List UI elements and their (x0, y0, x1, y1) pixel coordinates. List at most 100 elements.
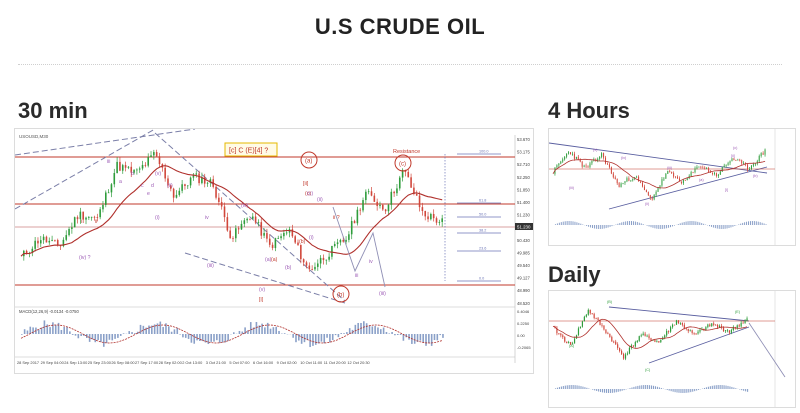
daily-macd-bar (711, 385, 713, 389)
daily-candle (664, 335, 666, 338)
h4-candle (719, 171, 721, 175)
fib-level-label: 38.2 (479, 229, 486, 233)
macd-histogram-bar (337, 334, 340, 338)
macd-histogram-bar (153, 324, 156, 334)
daily-macd-bar (721, 385, 723, 389)
h4-macd-bar (656, 225, 658, 229)
macd-histogram-bar (428, 334, 430, 344)
daily-candle (640, 335, 642, 337)
m30-candle (105, 192, 107, 205)
daily-candle (715, 324, 717, 326)
daily-candle (726, 330, 729, 332)
macd-histogram-bar (77, 334, 80, 339)
x-tick-label: 5 Oct 07:00 (229, 360, 250, 365)
h4-macd-bar (564, 221, 566, 225)
m30-candle (413, 187, 415, 195)
h4-macd-bar (687, 221, 689, 225)
m30-candle (373, 195, 376, 202)
h4-macd-bar (646, 225, 648, 226)
y-tick-label: 51.400 (517, 200, 530, 205)
y-tick-label: 49.985 (517, 250, 530, 255)
h4-macd-bar (730, 225, 732, 228)
h4-wave-label: (c) (733, 146, 738, 150)
h4-macd-bar (759, 222, 761, 225)
h4-macd-bar (685, 221, 687, 225)
macd-histogram-bar (343, 333, 345, 334)
daily-wave-label: (B) (607, 300, 613, 304)
daily-macd-bar (598, 389, 600, 392)
daily-candle (711, 323, 713, 327)
macd-histogram-bar (346, 332, 348, 334)
daily-candle (736, 325, 738, 329)
h4-wave-label: [ii] (731, 154, 735, 158)
daily-macd-bar (678, 389, 680, 393)
h4-macd-bar (668, 225, 670, 228)
daily-candle (617, 344, 619, 348)
macd-histogram-bar (258, 325, 261, 334)
h4-macd-bar (660, 225, 662, 229)
m30-candle (68, 228, 70, 236)
daily-candle (577, 328, 580, 336)
m30-candle (277, 238, 280, 239)
m30-candle (339, 239, 342, 243)
h4-macd-bar (718, 225, 720, 229)
macd-histogram-bar (142, 325, 145, 334)
daily-macd-bar (686, 389, 688, 393)
h4-candle (614, 177, 616, 180)
macd-histogram-bar (266, 322, 269, 334)
h4-candle (702, 167, 704, 169)
macd-histogram-bar (233, 332, 235, 334)
macd-histogram-bar (165, 323, 167, 334)
macd-histogram-bar (136, 331, 139, 334)
m30-candle (396, 188, 398, 194)
m30-candle (359, 209, 361, 211)
macd-histogram-bar (74, 334, 77, 336)
h4-macd-bar (619, 223, 621, 225)
h4-candle (667, 171, 669, 174)
m30-candle (153, 152, 155, 156)
daily-macd-bar (637, 385, 639, 389)
h4-candle (628, 178, 630, 181)
h4-candle (700, 166, 702, 168)
h4-candle (575, 156, 577, 159)
macd-histogram-bar (52, 322, 54, 334)
page-title: U.S CRUDE OIL (314, 14, 486, 39)
m30-candle (283, 232, 285, 237)
daily-candle (644, 333, 646, 336)
h4-macd-bar (556, 223, 558, 225)
daily-candle (713, 323, 715, 325)
h4-macd-bar (652, 225, 654, 228)
wave-label: [i] (259, 297, 264, 303)
h4-macd-bar (623, 221, 625, 225)
wave-count-box (224, 142, 278, 157)
macd-histogram-bar (394, 334, 396, 336)
daily-candle (572, 343, 574, 345)
wave-label: e (147, 191, 150, 197)
macd-histogram-bar (159, 321, 162, 334)
macd-histogram-bar (148, 325, 150, 334)
macd-histogram-bar (91, 334, 94, 340)
daily-candle (738, 325, 740, 327)
wave-label: (ii) (317, 197, 323, 203)
macd-histogram-bar (402, 334, 405, 341)
m30-candle (144, 164, 147, 166)
macd-histogram-bar (139, 324, 142, 334)
daily-candle (660, 339, 662, 343)
h4-candle (636, 176, 638, 178)
wave-label: (b) (285, 265, 292, 271)
daily-macd-bar (631, 387, 633, 389)
h4-macd-bar (716, 225, 718, 229)
macd-histogram-bar (201, 334, 204, 342)
macd-histogram-bar (340, 333, 343, 334)
daily-macd-bar (692, 389, 694, 392)
daily-macd-bar (613, 389, 615, 393)
h4-candle (741, 160, 743, 164)
wave-label: iv (369, 259, 373, 265)
macd-histogram-bar (227, 334, 229, 341)
x-tick-label: 2 Oct 13:00 (182, 360, 203, 365)
h4-candle (640, 181, 642, 183)
daily-macd-bar (621, 389, 623, 391)
trend-line (15, 129, 196, 156)
m30-candle (266, 233, 268, 239)
daily-candle (666, 330, 668, 336)
